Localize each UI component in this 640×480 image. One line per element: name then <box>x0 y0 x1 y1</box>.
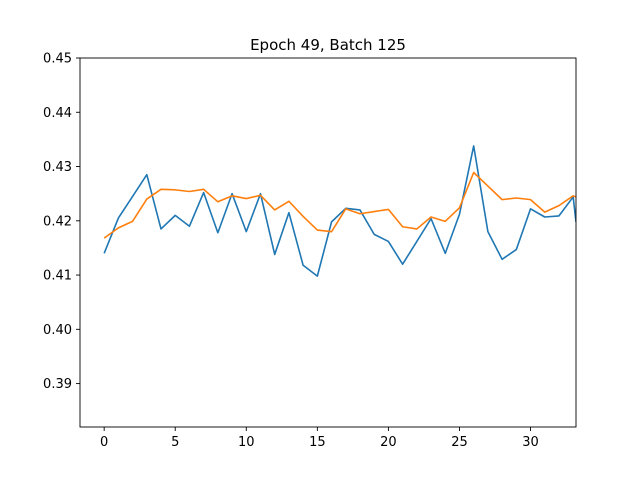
y-tick-label: 0.41 <box>43 269 72 284</box>
x-tick-label: 25 <box>451 435 468 450</box>
y-tick-label: 0.42 <box>43 214 72 229</box>
x-tick-label: 0 <box>100 435 108 450</box>
x-tick-label: 20 <box>380 435 397 450</box>
chart-title: Epoch 49, Batch 125 <box>250 36 406 54</box>
y-tick-label: 0.43 <box>43 160 72 175</box>
y-tick-label: 0.39 <box>43 377 72 392</box>
x-tick-label: 15 <box>309 435 326 450</box>
x-tick-label: 5 <box>171 435 179 450</box>
plot-frame <box>79 57 577 428</box>
axes-layer: 0 5 10 15 20 25 30 0.39 0.40 0.41 0.42 0.43 0.44 0.45 <box>43 52 577 450</box>
series-line-2 <box>103 171 576 239</box>
x-tick-label: 10 <box>238 435 255 450</box>
series-layer <box>103 145 576 277</box>
y-tick-label: 0.44 <box>43 106 72 121</box>
y-tick-label: 0.45 <box>43 52 72 67</box>
x-tick-label: 30 <box>522 435 539 450</box>
y-tick-label: 0.40 <box>43 323 72 338</box>
series-line-1 <box>103 145 576 277</box>
